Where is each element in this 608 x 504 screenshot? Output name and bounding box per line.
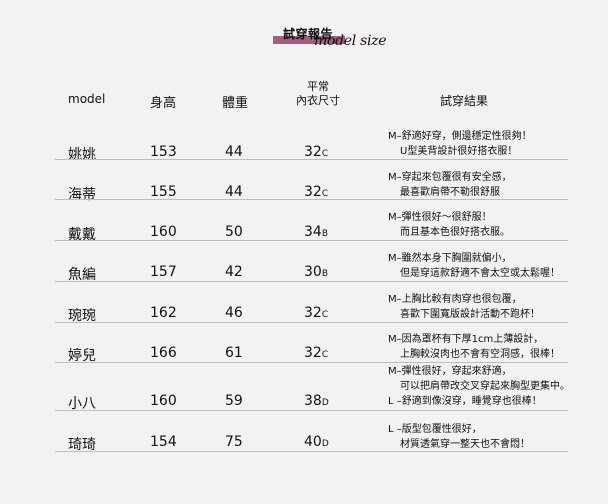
cup-size: D <box>321 398 329 408</box>
feedback-line: M–彈性很好，穿起來舒適， <box>388 366 512 377</box>
feedback-line: L –舒適到像沒穿，睡覺穿也很棒！ <box>388 396 542 407</box>
header-size-line1: 平常 <box>307 80 329 93</box>
bra-size: 32C <box>304 144 328 160</box>
feedback-line: M–雖然本身下胸圍就偏小， <box>388 253 512 264</box>
cup-size: B <box>321 229 329 239</box>
weight-value: 44 <box>225 184 243 200</box>
feedback: M–彈性很好～很舒服！ 而且基本色很好搭衣服。 <box>388 210 510 240</box>
feedback-line: 可以把肩帶改交叉穿起來胸型更集中。 <box>400 381 570 392</box>
bra-size: 30B <box>304 264 328 280</box>
feedback: M–上胸比較有肉穿也很包覆， 喜歡下圍寬版設計活動不跑杯！ <box>388 292 540 322</box>
feedback-line: 喜歡下圍寬版設計活動不跑杯！ <box>400 309 540 320</box>
feedback-line: M–穿起來包覆很有安全感， <box>388 172 512 183</box>
row-divider <box>55 199 568 200</box>
cup-size: B <box>321 269 329 279</box>
weight-value: 61 <box>225 345 243 361</box>
feedback: M–彈性很好，穿起來舒適， 可以把肩帶改交叉穿起來胸型更集中。 L –舒適到像沒穿，… <box>388 364 570 409</box>
cup-size: C <box>321 310 329 320</box>
model-name: 琬琬 <box>68 308 96 324</box>
feedback-line: U型美背設計很好搭衣服！ <box>400 146 518 157</box>
model-name: 小八 <box>68 396 96 412</box>
feedback-line: 材質透氣穿一整天也不會悶！ <box>400 439 530 450</box>
bra-size: 34B <box>304 224 328 240</box>
band-size: 32 <box>304 305 322 321</box>
bra-size: 32C <box>304 305 328 321</box>
weight-value: 42 <box>225 264 243 280</box>
model-name: 琦琦 <box>68 437 96 453</box>
cup-size: C <box>321 350 329 360</box>
weight-value: 44 <box>225 144 243 160</box>
feedback: M–舒適好穿，側邊穩定性很夠！ U型美背設計很好搭衣服！ <box>388 129 532 159</box>
feedback-line: 最喜歡肩帶不勒很舒服 <box>400 187 500 198</box>
page-title: 試穿報告 <box>283 27 334 41</box>
band-size: 30 <box>304 264 322 280</box>
cup-size: C <box>321 149 329 159</box>
band-size: 32 <box>304 144 322 160</box>
band-size: 38 <box>304 393 322 409</box>
row-divider <box>55 281 568 282</box>
height-value: 162 <box>150 305 177 321</box>
header-model: model <box>68 92 106 106</box>
bra-size: 38D <box>304 393 329 409</box>
header-feedback: 試穿結果 <box>440 94 489 108</box>
feedback-line: M–舒適好穿，側邊穩定性很夠！ <box>388 131 532 142</box>
feedback-line: M–上胸比較有肉穿也很包覆， <box>388 294 522 305</box>
feedback-line: M–因為罩杯有下厚1cm上薄設計， <box>388 334 544 345</box>
row-divider <box>55 362 568 363</box>
height-value: 166 <box>150 345 177 361</box>
row-divider <box>55 240 568 241</box>
model-name: 戴戴 <box>68 227 96 243</box>
height-value: 160 <box>150 224 177 240</box>
band-size: 32 <box>304 184 322 200</box>
header-height: 身高 <box>150 96 177 111</box>
model-name: 魚編 <box>68 267 96 283</box>
bra-size: 40D <box>304 434 329 450</box>
feedback-line: 上胸較沒肉也不會有空洞感，很棒！ <box>400 349 560 360</box>
model-name: 姚姚 <box>68 147 96 163</box>
feedback: M–穿起來包覆很有安全感， 最喜歡肩帶不勒很舒服 <box>388 170 512 200</box>
model-name: 婷兒 <box>68 348 96 364</box>
header-size-line2: 內衣尺寸 <box>296 94 340 107</box>
header-size: 平常 內衣尺寸 <box>293 80 343 108</box>
band-size: 40 <box>304 434 322 450</box>
band-size: 34 <box>304 224 322 240</box>
cup-size: D <box>321 439 329 449</box>
weight-value: 46 <box>225 305 243 321</box>
title-highlight-bar <box>273 36 345 44</box>
page-subtitle: model size <box>314 33 387 49</box>
height-value: 155 <box>150 184 177 200</box>
feedback-line: 但是穿這款舒適不會太空或太鬆喔！ <box>400 268 560 279</box>
row-divider <box>55 451 568 452</box>
weight-value: 50 <box>225 224 243 240</box>
model-name: 海蒂 <box>68 187 96 203</box>
feedback-line: 而且基本色很好搭衣服。 <box>400 227 510 238</box>
height-value: 153 <box>150 144 177 160</box>
cup-size: C <box>321 189 329 199</box>
feedback-line: L –版型包覆性很好， <box>388 424 482 435</box>
row-divider <box>55 410 568 411</box>
height-value: 154 <box>150 434 177 450</box>
row-divider <box>55 322 568 323</box>
weight-value: 75 <box>225 434 243 450</box>
header-weight: 體重 <box>222 96 249 111</box>
feedback: M–雖然本身下胸圍就偏小， 但是穿這款舒適不會太空或太鬆喔！ <box>388 251 560 281</box>
height-value: 160 <box>150 393 177 409</box>
bra-size: 32C <box>304 184 328 200</box>
bra-size: 32C <box>304 345 328 361</box>
feedback-line: M–彈性很好～很舒服！ <box>388 212 492 223</box>
band-size: 32 <box>304 345 322 361</box>
feedback: M–因為罩杯有下厚1cm上薄設計， 上胸較沒肉也不會有空洞感，很棒！ <box>388 332 560 362</box>
height-value: 157 <box>150 264 177 280</box>
weight-value: 59 <box>225 393 243 409</box>
row-divider <box>55 159 568 160</box>
feedback: L –版型包覆性很好， 材質透氣穿一整天也不會悶！ <box>388 422 530 452</box>
